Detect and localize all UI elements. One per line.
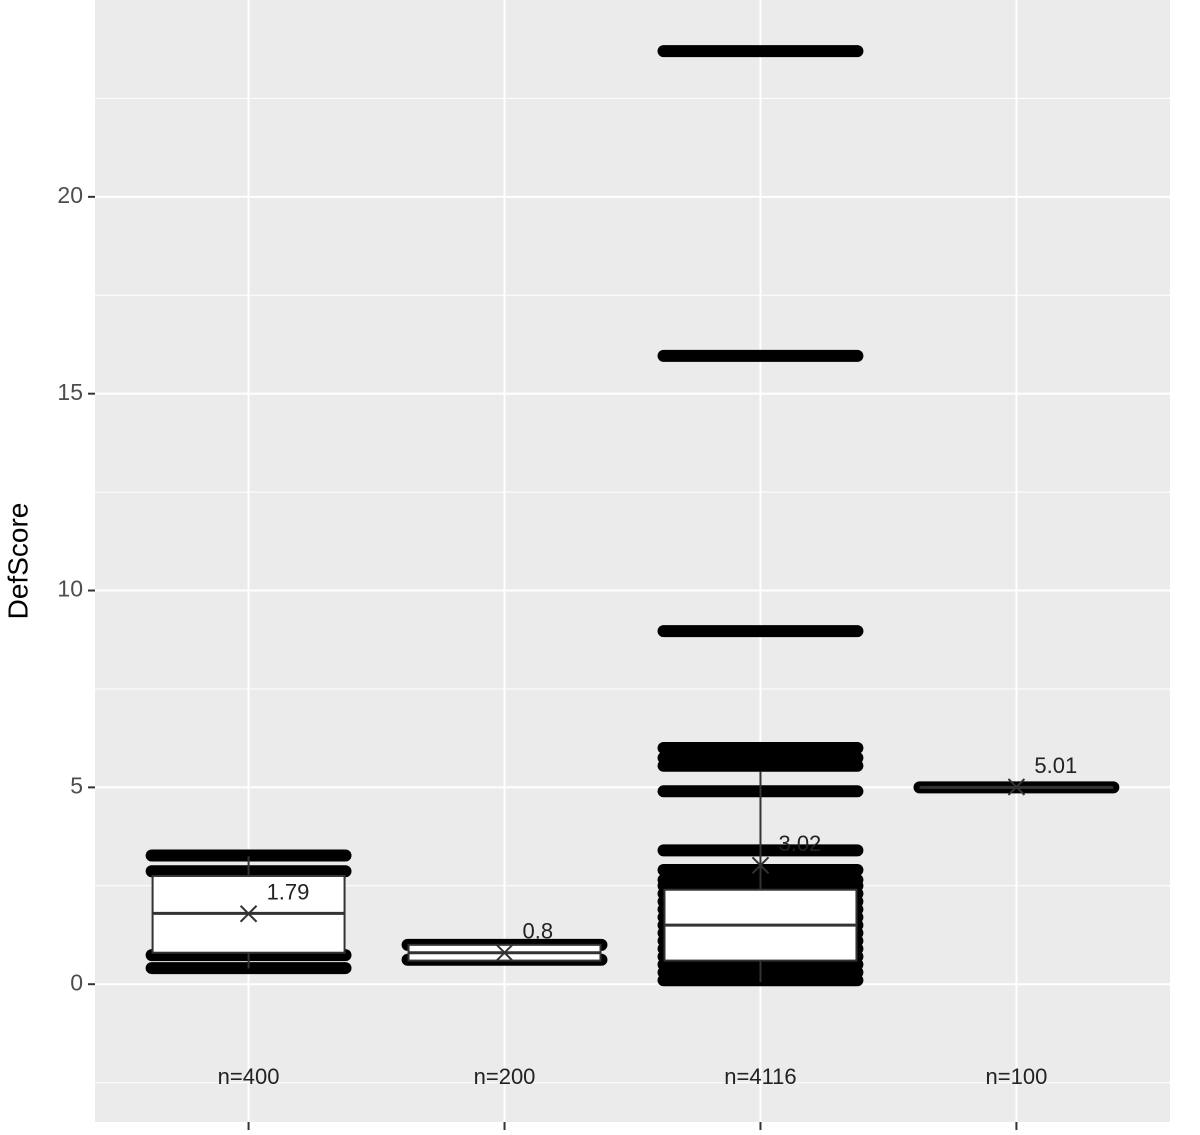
y-tick-label: 20 bbox=[57, 182, 83, 208]
mean-label: 5.01 bbox=[1034, 753, 1077, 778]
y-tick-label: 15 bbox=[57, 379, 83, 405]
n-label: n=400 bbox=[218, 1064, 280, 1089]
mean-marker bbox=[1007, 778, 1026, 796]
n-label: n=200 bbox=[474, 1064, 536, 1089]
y-axis-title: DefScore bbox=[2, 503, 33, 620]
mean-marker bbox=[495, 944, 514, 962]
n-label: n=100 bbox=[986, 1064, 1048, 1089]
mean-label: 1.79 bbox=[267, 880, 310, 905]
y-tick-label: 5 bbox=[70, 772, 83, 798]
mean-marker bbox=[239, 905, 258, 923]
mean-label: 3.02 bbox=[778, 831, 821, 856]
mean-marker bbox=[751, 856, 770, 875]
mean-label: 0.8 bbox=[523, 919, 554, 944]
y-tick-label: 10 bbox=[57, 576, 83, 602]
y-tick-label: 0 bbox=[70, 969, 83, 995]
n-label: n=4116 bbox=[724, 1064, 796, 1089]
